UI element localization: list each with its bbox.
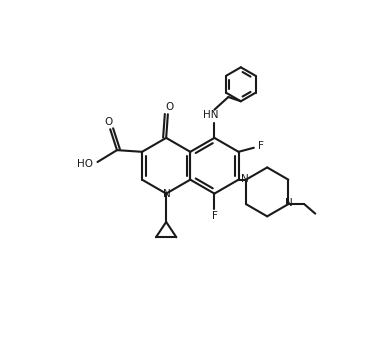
Text: N: N xyxy=(285,198,293,208)
Text: F: F xyxy=(212,211,218,221)
Text: N: N xyxy=(163,189,171,198)
Text: O: O xyxy=(104,117,113,127)
Text: F: F xyxy=(258,141,264,151)
Text: O: O xyxy=(165,102,173,112)
Text: N: N xyxy=(241,174,249,184)
Text: HO: HO xyxy=(77,159,92,169)
Text: HN: HN xyxy=(203,110,219,120)
